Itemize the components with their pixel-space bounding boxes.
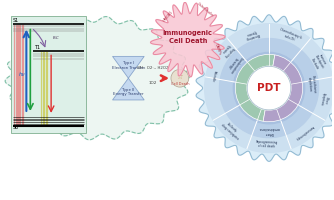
Text: Immunotherapy: Immunotherapy: [294, 124, 314, 141]
Circle shape: [233, 52, 305, 124]
Polygon shape: [5, 17, 190, 140]
Text: hν: hν: [19, 72, 26, 77]
Circle shape: [247, 66, 291, 110]
Text: Antibody-
drug conjugates: Antibody- drug conjugates: [220, 120, 242, 141]
Text: Immune
Checkpoint
Blockade: Immune Checkpoint Blockade: [310, 52, 328, 71]
Text: Cell Death: Cell Death: [171, 82, 189, 86]
Polygon shape: [113, 78, 144, 100]
Circle shape: [205, 24, 333, 152]
Polygon shape: [196, 15, 334, 161]
Text: T1: T1: [34, 45, 40, 50]
Text: ISC: ISC: [53, 36, 59, 40]
Text: Targeting
Hypoxia: Targeting Hypoxia: [220, 43, 234, 58]
Text: Other
combinations: Other combinations: [258, 126, 280, 135]
Text: Alleviating
Hypoxia: Alleviating Hypoxia: [243, 28, 260, 41]
Text: Rekindle: Rekindle: [211, 70, 217, 83]
Text: 1O2: 1O2: [149, 81, 157, 85]
Text: Type II
Energy Transfer: Type II Energy Transfer: [113, 88, 144, 96]
Text: ☆: ☆: [177, 74, 183, 80]
Wedge shape: [263, 55, 303, 122]
Wedge shape: [235, 54, 275, 121]
Text: S1: S1: [12, 18, 19, 23]
Circle shape: [219, 39, 319, 138]
Text: Chemotherapy &
radio-TH: Chemotherapy & radio-TH: [278, 27, 303, 44]
Text: HMGB1: HMGB1: [162, 9, 174, 22]
Text: Glutathione
depletion: Glutathione depletion: [306, 75, 317, 94]
Text: Combination
Strategy: Combination Strategy: [225, 53, 243, 74]
Text: OH·, O2·-, H2O2: OH·, O2·-, H2O2: [137, 66, 169, 70]
Text: Type I
Electron Transfer: Type I Electron Transfer: [112, 61, 145, 70]
Text: S0: S0: [12, 125, 19, 130]
Polygon shape: [113, 56, 144, 78]
FancyBboxPatch shape: [11, 16, 86, 133]
Polygon shape: [151, 2, 225, 77]
Text: Immunogenic
Cell Death: Immunogenic Cell Death: [163, 30, 213, 44]
Circle shape: [171, 69, 189, 87]
Text: PDT: PDT: [257, 83, 281, 93]
Text: DAMPs: DAMPs: [213, 43, 221, 56]
Text: Reprogramming
of cell death: Reprogramming of cell death: [256, 140, 278, 149]
Text: Other
Apoptosis: Other Apoptosis: [319, 92, 330, 107]
Text: Calreticulin: Calreticulin: [196, 2, 215, 18]
